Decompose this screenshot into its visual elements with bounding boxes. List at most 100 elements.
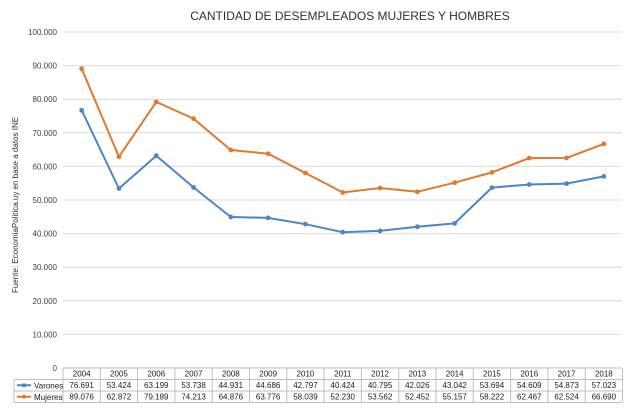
y-tick-label: 30.000 <box>33 263 58 272</box>
data-label: 53.424 <box>107 381 132 390</box>
data-point <box>228 147 234 153</box>
data-label: 62.467 <box>517 393 542 402</box>
data-label: 52.230 <box>331 393 356 402</box>
data-point <box>414 224 420 230</box>
x-tick-label: 2008 <box>222 370 240 379</box>
legend-label: Varones <box>34 381 63 390</box>
data-label: 42.797 <box>293 381 318 390</box>
data-table: 2004 2005 2006 2007 2008 2009 2010 2011 2012 2013… <box>13 367 623 403</box>
data-point <box>79 107 85 113</box>
x-tick-label: 2011 <box>334 370 352 379</box>
x-tick-label: 2004 <box>73 370 91 379</box>
x-tick-label: 2017 <box>558 370 576 379</box>
data-point <box>489 185 495 190</box>
data-point <box>265 215 271 221</box>
data-label: 66.690 <box>592 393 617 402</box>
legend-swatch-marker <box>22 394 26 399</box>
data-point <box>340 229 346 235</box>
y-tick-label: 80.000 <box>33 95 58 104</box>
data-point <box>303 170 308 176</box>
data-label: 89.076 <box>69 393 94 402</box>
y-tick-label: 90.000 <box>33 62 58 71</box>
data-label: 58.222 <box>480 393 505 402</box>
data-label: 76.691 <box>69 381 94 390</box>
x-tick-label: 2007 <box>185 370 203 379</box>
y-tick-label: 40.000 <box>33 230 58 239</box>
chart-title: CANTIDAD DE DESEMPLEADOS MUJERES Y HOMBR… <box>190 9 510 23</box>
x-tick-label: 2014 <box>446 370 464 379</box>
data-label: 63.199 <box>144 381 169 390</box>
y-tick-label: 20.000 <box>33 297 58 306</box>
data-label: 40.795 <box>368 381 393 390</box>
data-label: 42.026 <box>405 381 430 390</box>
x-tick-label: 2013 <box>408 370 426 379</box>
legend-label: Mujeres <box>34 393 62 402</box>
data-point <box>452 220 458 226</box>
data-point <box>79 66 85 72</box>
data-point <box>340 190 346 195</box>
data-label: 44.686 <box>256 381 281 390</box>
source-label: Fuente: EconomiaPolitica.uy en base a da… <box>11 117 20 293</box>
data-point <box>191 185 196 190</box>
data-label: 54.873 <box>554 381 579 390</box>
x-tick-label: 2018 <box>595 370 613 379</box>
data-label: 55.157 <box>442 393 467 402</box>
data-point <box>303 221 308 227</box>
y-tick-label: 50.000 <box>33 196 58 205</box>
data-point <box>228 214 234 220</box>
data-point <box>116 154 122 160</box>
data-point <box>452 180 458 186</box>
data-label: 62.872 <box>107 393 132 402</box>
data-point <box>601 174 607 179</box>
data-label: 64.876 <box>219 393 244 402</box>
y-tick-label: 100.000 <box>28 28 57 37</box>
x-tick-label: 2015 <box>483 370 501 379</box>
data-label: 54.609 <box>517 381 542 390</box>
data-label: 63.776 <box>256 393 281 402</box>
series-line <box>80 109 604 234</box>
data-point <box>377 185 383 191</box>
data-label: 58.039 <box>293 393 318 402</box>
series-line <box>80 68 605 194</box>
data-point <box>191 116 196 122</box>
data-label: 79.189 <box>144 393 169 402</box>
data-point <box>564 155 569 161</box>
data-point <box>116 186 122 191</box>
data-point <box>526 182 532 187</box>
x-tick-label: 2006 <box>147 370 165 379</box>
data-label: 43.042 <box>442 381 467 390</box>
data-label: 52.452 <box>405 393 430 402</box>
data-point <box>564 181 569 187</box>
x-tick-label: 2016 <box>520 370 538 379</box>
data-point <box>601 141 607 147</box>
x-tick-label: 2012 <box>371 370 389 379</box>
data-point <box>526 155 532 161</box>
data-point <box>265 151 271 157</box>
y-tick-label: 60.000 <box>33 162 58 171</box>
y-tick-label: 0 <box>53 364 58 373</box>
y-tick-label: 70.000 <box>33 129 58 138</box>
data-point <box>153 99 159 105</box>
data-label: 53.738 <box>181 381 206 390</box>
data-label: 53.562 <box>368 393 393 402</box>
data-point <box>414 189 420 195</box>
data-label: 40.424 <box>331 381 356 390</box>
data-label: 53.694 <box>480 381 505 390</box>
x-tick-label: 2009 <box>259 370 277 379</box>
y-tick-label: 10.000 <box>33 330 58 339</box>
data-point <box>377 228 383 234</box>
x-tick-label: 2010 <box>297 370 315 379</box>
y-axis-ticks: 0 10.000 20.000 30.000 40.000 50.000 60.000 70.… <box>28 28 57 373</box>
data-point <box>153 153 159 159</box>
gridlines <box>63 31 622 369</box>
data-label: 74.213 <box>181 393 206 402</box>
x-tick-label: 2005 <box>110 370 128 379</box>
data-label: 44.931 <box>219 381 244 390</box>
data-label: 62.524 <box>554 393 579 402</box>
series-lines <box>79 66 607 235</box>
data-point <box>489 169 495 175</box>
legend-swatch-marker <box>22 383 26 388</box>
data-label: 57.023 <box>592 381 617 390</box>
